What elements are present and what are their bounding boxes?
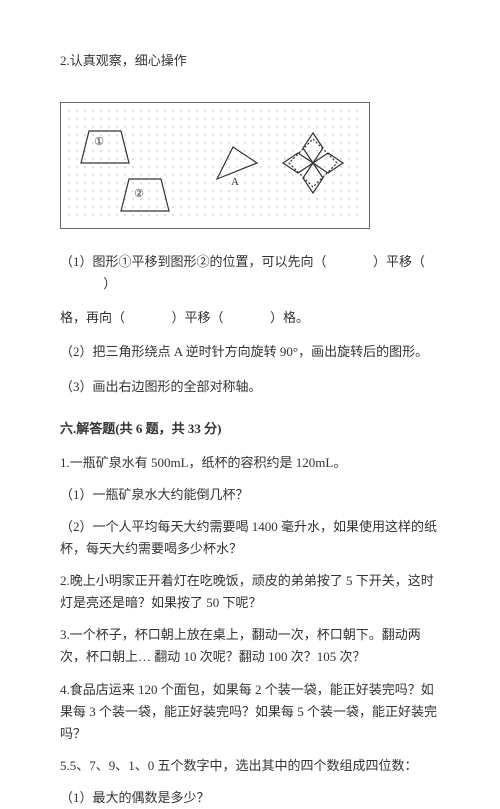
svg-text:②: ② [134, 188, 144, 200]
text: ）格。 [270, 310, 309, 325]
text: ）平移（ [373, 254, 425, 269]
figure-container: ① ② A [60, 102, 370, 229]
q6-4: 4.食品店运来 120 个面包，如果每 2 个装一袋，能正好装完吗？如果每 3 … [60, 679, 440, 745]
text: 格，再向（ [60, 310, 125, 325]
text: ） [103, 276, 116, 291]
q6-2: 2.晚上小明家正开着灯在吃晚饭，顽皮的弟弟按了 5 下开关，这时灯是亮还是暗？如… [60, 570, 440, 614]
q6-5-stem: 5.5、7、9、1、0 五个数字中，选出其中的四个数组成四位数： [60, 755, 440, 777]
p2-q1-line2: 格，再向（ ）平移（ ）格。 [60, 307, 440, 329]
p2-q1-line1: （1）图形①平移到图形②的位置，可以先向（ ）平移（ ） [60, 251, 440, 295]
svg-text:A: A [231, 176, 239, 188]
p2-q3: （3）画出右边图形的全部对称轴。 [60, 376, 440, 398]
q6-1-sub1: （1）一瓶矿泉水大约能倒几杯？ [60, 484, 440, 506]
q6-3: 3.一个杯子，杯口朝上放在桌上，翻动一次，杯口朝下。翻动两次，杯口朝上… 翻动 … [60, 624, 440, 668]
q6-1-stem: 1.一瓶矿泉水有 500mL，纸杯的容积约是 120mL。 [60, 452, 440, 474]
q6-1-sub2: （2）一个人平均每天大约需要喝 1400 毫升水，如果使用这样的纸杯，每天大约需… [60, 516, 440, 560]
section-6-heading: 六.解答题(共 6 题，共 33 分) [60, 418, 440, 440]
svg-text:①: ① [94, 136, 104, 148]
text: ）平移（ [172, 310, 224, 325]
q6-5-sub1: （1）最大的偶数是多少？ [60, 787, 440, 809]
grid-figure: ① ② A [65, 107, 365, 217]
p2-q2: （2）把三角形绕点 A 逆时针方向旋转 90°，画出旋转后的图形。 [60, 341, 440, 363]
text: （1）图形①平移到图形②的位置，可以先向（ [60, 254, 327, 269]
problem-2-title: 2.认真观察，细心操作 [60, 50, 440, 72]
